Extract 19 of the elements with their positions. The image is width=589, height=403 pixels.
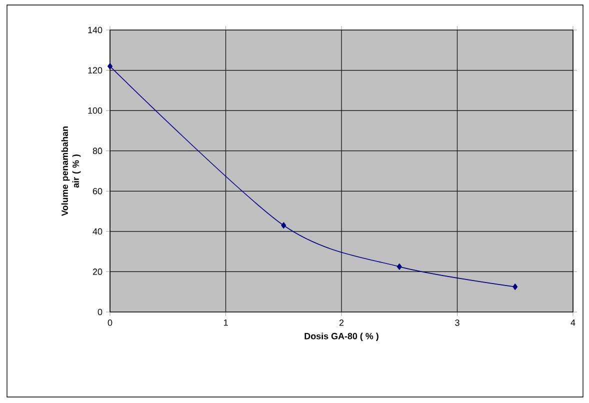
- y-tick-label: 120: [88, 67, 102, 74]
- point: [281, 222, 286, 229]
- point: [108, 63, 112, 70]
- y-tick-label: 60: [92, 188, 102, 194]
- y-tick-label: 0: [98, 308, 102, 316]
- y-tick-label: 20: [92, 268, 102, 275]
- x-tick-label: 4: [570, 320, 576, 326]
- point: [396, 263, 402, 270]
- x-tick-label: 3: [455, 320, 460, 326]
- y-tick-label: 80: [92, 148, 102, 154]
- y-tick-label: 140: [88, 26, 102, 34]
- y-tick-label: 100: [88, 107, 102, 114]
- y-axis-title: Volume penambahan air ( % ): [61, 126, 81, 216]
- point: [512, 284, 518, 290]
- x-tick-label: 1: [224, 320, 228, 326]
- y-tick-label: 40: [92, 228, 102, 235]
- x-tick-label: 2: [339, 320, 344, 326]
- x-axis-title: Dosis GA-80 ( % ): [304, 332, 378, 342]
- x-tick-label: 0: [108, 320, 112, 326]
